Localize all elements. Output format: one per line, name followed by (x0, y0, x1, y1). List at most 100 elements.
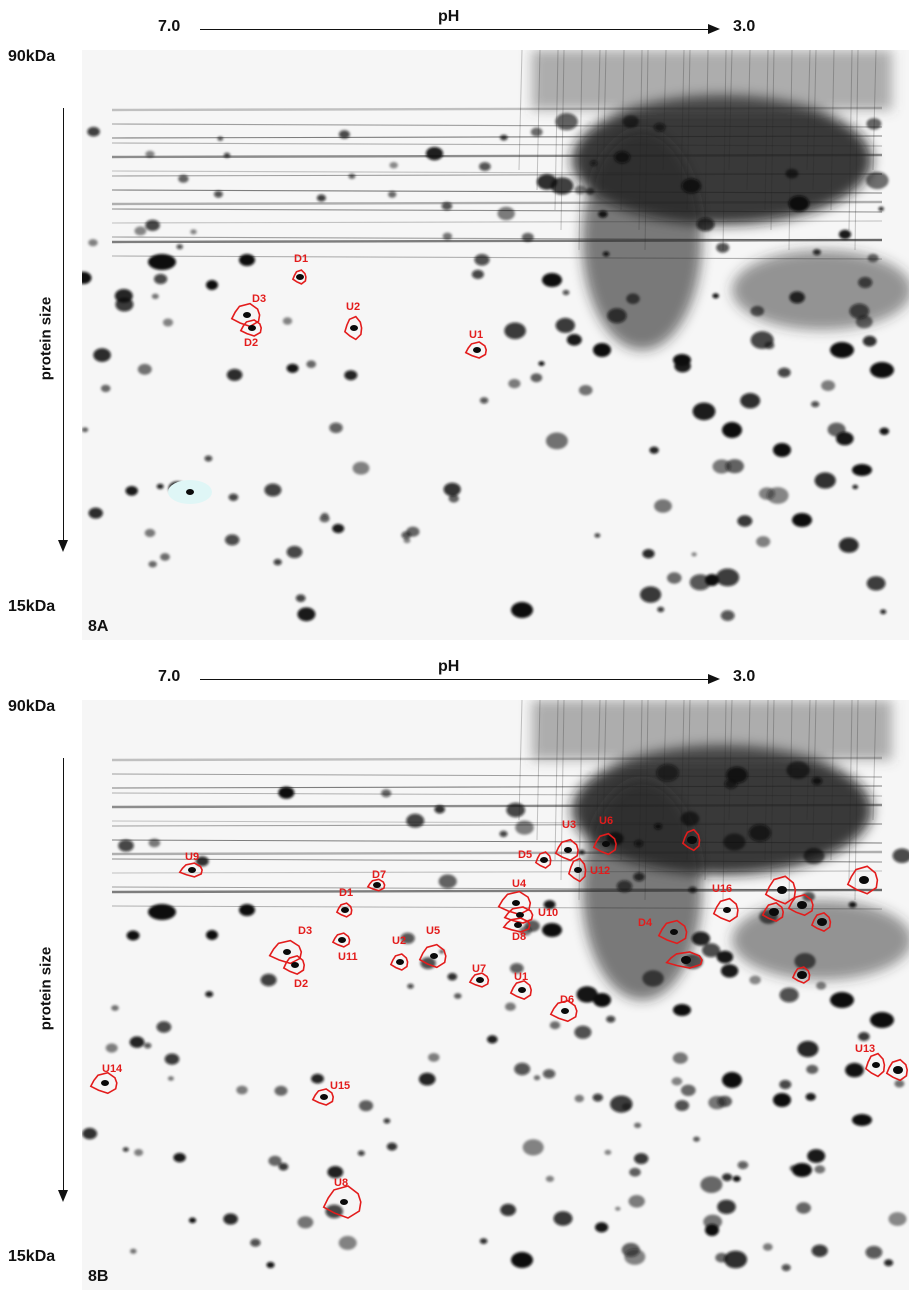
protein-spot (725, 459, 744, 474)
protein-spot (514, 922, 522, 928)
spot-label: U6 (599, 815, 613, 827)
protein-spot (675, 1100, 690, 1111)
protein-spot (156, 483, 164, 490)
protein-spot (510, 963, 524, 974)
protein-spot (732, 1175, 741, 1182)
dark-smear (732, 900, 909, 980)
ph-title: pH (438, 8, 460, 25)
spot-label: U13 (855, 1043, 875, 1055)
protein-spot (865, 1245, 883, 1259)
spot-outline (468, 972, 490, 988)
protein-spot (134, 1149, 144, 1156)
protein-streak (830, 50, 835, 211)
protein-spot (673, 354, 691, 366)
protein-spot (880, 609, 887, 615)
protein-spot (879, 427, 890, 435)
protein-spot (511, 1252, 533, 1268)
protein-streak (644, 700, 649, 901)
protein-spot (845, 1062, 864, 1078)
protein-spot (681, 178, 701, 194)
spot-outline (464, 341, 488, 359)
spot-outline (712, 897, 739, 923)
protein-spot (866, 576, 886, 591)
protein-spot (654, 123, 666, 132)
protein-spot (439, 949, 445, 954)
spot-label: U15 (330, 1080, 350, 1092)
spot-outline (366, 878, 386, 892)
mw-bottom-label: 15kDa (8, 1248, 56, 1265)
protein-band (111, 135, 883, 139)
protein-spot (884, 1259, 894, 1267)
protein-streak (746, 50, 751, 191)
protein-band (111, 870, 883, 874)
protein-band (111, 773, 883, 778)
protein-spot (585, 187, 595, 195)
protein-streak (722, 700, 727, 901)
protein-spot (338, 130, 350, 139)
protein-spot (545, 1175, 554, 1182)
protein-spot (316, 194, 326, 202)
protein-streak (560, 50, 565, 231)
protein-spot (325, 1204, 343, 1219)
spot-outline (810, 912, 832, 933)
protein-spot (812, 249, 821, 256)
protein-spot (811, 401, 820, 408)
protein-spot (814, 1165, 826, 1174)
protein-spot (673, 1004, 691, 1016)
protein-spot (642, 549, 655, 559)
protein-streak (746, 700, 751, 841)
dark-smear (532, 700, 892, 760)
protein-spot (802, 891, 815, 902)
protein-spot (830, 992, 854, 1008)
protein-spot (705, 574, 719, 586)
protein-streak (644, 50, 649, 251)
protein-spot (297, 607, 316, 622)
protein-spot (858, 277, 873, 288)
protein-spot (344, 370, 358, 381)
protein-spot (870, 1012, 894, 1028)
protein-band (111, 905, 883, 910)
protein-spot (553, 1211, 573, 1226)
protein-spot (777, 367, 791, 378)
protein-spot (796, 1202, 811, 1214)
spot-outline (502, 917, 531, 933)
protein-spot (441, 202, 453, 211)
protein-spot (518, 987, 526, 993)
protein-streak (854, 50, 859, 251)
protein-spot (148, 838, 161, 848)
protein-spot (615, 1206, 621, 1211)
protein-spot (151, 293, 159, 299)
protein-spot (866, 118, 882, 130)
protein-spot (536, 174, 558, 190)
protein-spot (566, 334, 582, 346)
protein-streak (680, 50, 685, 191)
protein-spot (803, 847, 825, 865)
protein-spot (616, 880, 633, 893)
protein-spot (792, 1163, 812, 1177)
spot-label: U2 (392, 935, 406, 947)
protein-spot (562, 289, 570, 296)
spot-outline (239, 319, 263, 337)
protein-spot (190, 229, 197, 235)
protein-spot (407, 983, 414, 989)
protein-spot (642, 970, 664, 987)
protein-spot (88, 507, 103, 519)
protein-spot (137, 363, 152, 375)
protein-spot (148, 254, 176, 270)
protein-spot (769, 908, 779, 916)
protein-streak (662, 700, 667, 821)
protein-band (111, 803, 883, 809)
protein-spot (545, 432, 568, 450)
protein-spot (578, 385, 593, 396)
protein-spot (145, 150, 155, 158)
spot-outline (331, 932, 351, 948)
protein-streak (560, 700, 565, 881)
protein-spot (442, 232, 453, 240)
protein-spot (420, 957, 436, 970)
protein-spot (779, 987, 799, 1003)
protein-spot (750, 331, 774, 349)
protein-spot (872, 1062, 880, 1068)
protein-spot (849, 303, 870, 319)
protein-spot (206, 280, 218, 290)
protein-streak (620, 50, 625, 211)
